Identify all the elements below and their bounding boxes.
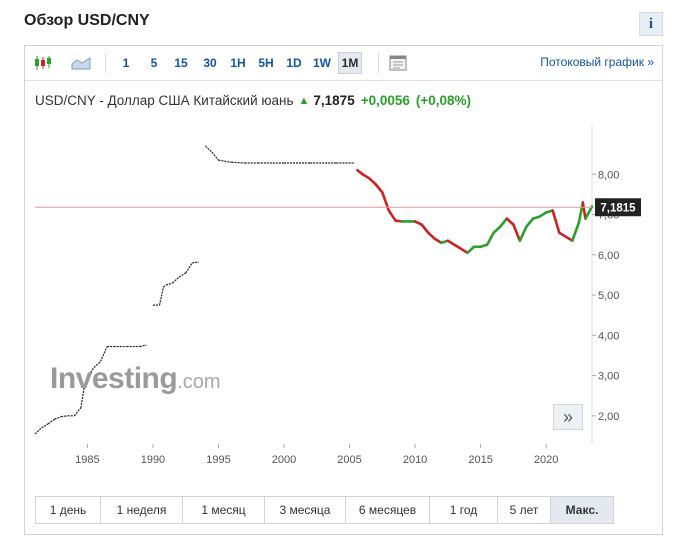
interval-button-1h[interactable]: 1H	[230, 56, 246, 70]
series-segment	[231, 161, 245, 164]
candlestick-icon[interactable]	[30, 52, 56, 74]
current-price-label: 7,1815	[600, 202, 636, 214]
chart-toolbar: 1 5 15 30 1H 5H 1D 1W 1M Потоковый график »	[25, 46, 662, 81]
series-segment	[218, 159, 232, 163]
interval-button-5[interactable]: 5	[150, 56, 158, 70]
price-chart[interactable]: 2,003,004,005,006,007,008,00198519901995…	[25, 46, 662, 486]
settings-panel-icon[interactable]	[386, 52, 410, 74]
range-button-2[interactable]: 1 месяц	[183, 497, 265, 523]
info-button[interactable]: i	[639, 12, 663, 36]
series-segment	[420, 223, 430, 234]
x-tick-label: 1985	[75, 454, 99, 466]
series-segment	[492, 225, 502, 234]
y-tick-label: 4,00	[598, 330, 619, 342]
series-segment	[84, 377, 88, 384]
area-chart-icon[interactable]	[68, 52, 94, 74]
interval-button-1[interactable]: 1	[122, 56, 130, 70]
range-button-7[interactable]: Макс.	[551, 497, 613, 523]
x-tick-label: 2010	[403, 454, 427, 466]
expand-chart-button[interactable]: »	[553, 404, 583, 430]
x-tick-label: 2000	[272, 454, 296, 466]
x-tick-label: 1990	[141, 454, 165, 466]
range-button-3[interactable]: 3 месяца	[265, 497, 346, 523]
series-segment	[571, 221, 581, 243]
series-segment	[73, 407, 82, 417]
interval-button-1d[interactable]: 1D	[286, 56, 302, 70]
y-tick-label: 6,00	[598, 250, 619, 262]
last-price: 7,1875	[313, 93, 355, 108]
time-range-selector: 1 день 1 неделя 1 месяц 3 месяца 6 месяцев 1 …	[35, 496, 614, 524]
interval-button-30[interactable]: 30	[203, 56, 217, 70]
series-segment	[374, 183, 384, 194]
page-title: Обзор USD/CNY	[24, 12, 150, 29]
series-segment	[158, 286, 165, 306]
y-tick-label: 5,00	[598, 290, 619, 302]
range-button-1[interactable]: 1 неделя	[101, 497, 183, 523]
stream-chart-link[interactable]: Потоковый график »	[540, 55, 654, 69]
y-tick-label: 8,00	[598, 169, 619, 181]
interval-button-5h[interactable]: 5H	[258, 56, 274, 70]
series-segment	[86, 367, 95, 378]
series-segment	[54, 416, 62, 420]
current-price-badge	[595, 198, 641, 217]
symbol-name: USD/CNY - Доллар США Китайский юань	[35, 93, 294, 108]
chart-widget: 1 5 15 30 1H 5H 1D 1W 1M Потоковый график » USD/…	[24, 45, 663, 535]
interval-button-1m[interactable]: 1M	[338, 52, 362, 74]
series-segment	[466, 245, 476, 255]
candle-series	[356, 168, 594, 255]
series-segment	[178, 272, 187, 278]
y-tick-label: 2,00	[598, 411, 619, 423]
x-tick-label: 1995	[206, 454, 230, 466]
range-button-4[interactable]: 6 месяцев	[346, 497, 430, 523]
series-segment	[551, 209, 561, 234]
series-segment	[47, 418, 56, 425]
toolbar-divider	[378, 53, 379, 73]
interval-button-15[interactable]: 15	[174, 56, 188, 70]
series-segment	[505, 217, 515, 226]
series-segment	[581, 201, 587, 220]
series-segment	[584, 205, 594, 220]
series-segment	[211, 151, 219, 161]
x-tick-label: 2005	[337, 454, 361, 466]
x-tick-label: 2015	[468, 454, 492, 466]
series-segment	[525, 217, 535, 228]
series-segment	[367, 177, 378, 186]
series-segment	[387, 209, 397, 222]
price-change: +0,0056	[360, 93, 410, 108]
series-segment	[381, 191, 391, 212]
series-segment	[34, 427, 42, 435]
price-change-pct: (+0,08%)	[415, 93, 472, 108]
series-segment	[163, 284, 167, 288]
series-segment	[93, 361, 101, 368]
series-segment	[172, 276, 180, 284]
series-segment	[139, 344, 147, 348]
series-segment	[41, 423, 49, 429]
up-arrow-icon: ▲	[298, 94, 310, 107]
quote-header: USD/CNY - Доллар США Китайский юань ▲ 7,…	[35, 93, 471, 108]
toolbar-divider	[105, 53, 106, 73]
series-segment	[426, 231, 437, 241]
series-segment	[512, 223, 522, 243]
series-segment	[99, 346, 108, 362]
series-segment	[498, 217, 509, 228]
series-segment	[61, 415, 68, 418]
range-button-0[interactable]: 1 день	[36, 497, 101, 523]
series-segment	[80, 383, 86, 408]
series-segment	[185, 262, 193, 274]
x-tick-label: 2020	[534, 454, 558, 466]
interval-button-1w[interactable]: 1W	[313, 56, 331, 70]
historical-series	[34, 145, 355, 435]
series-segment	[518, 225, 528, 243]
series-segment	[485, 231, 496, 247]
range-button-6[interactable]: 5 лет	[498, 497, 551, 523]
y-tick-label: 3,00	[598, 371, 619, 383]
range-button-5[interactable]: 1 год	[430, 497, 498, 523]
series-segment	[192, 261, 199, 264]
investing-logo: Investing.com	[50, 362, 221, 395]
series-segment	[165, 282, 173, 286]
series-segment	[204, 145, 213, 153]
